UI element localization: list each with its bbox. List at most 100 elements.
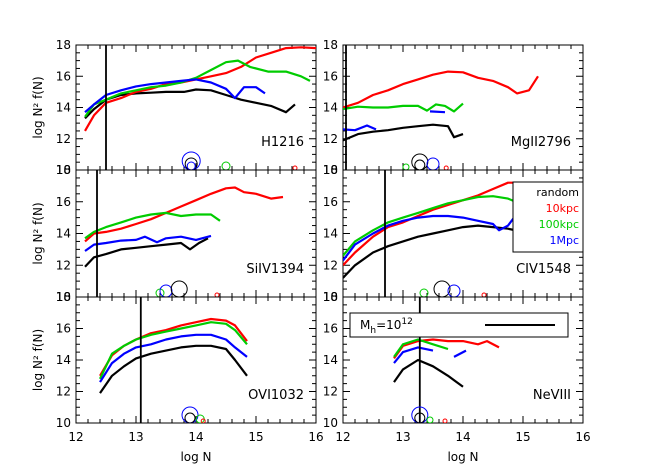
panel-siiv1394: 10 12 14 16 18 log N² f(N) SiIV1394	[31, 163, 317, 304]
series-line-1mpc	[393, 346, 434, 364]
y-axis-label: log N² f(N)	[31, 76, 45, 138]
x-tick-label: 14	[188, 430, 203, 444]
y-tick-label: 10	[323, 163, 338, 177]
marker-circle	[181, 406, 199, 423]
y-tick-label: 10	[323, 290, 338, 304]
series-line-random	[99, 344, 248, 394]
plot-area	[343, 45, 539, 170]
x-tick-label: 12	[68, 430, 83, 444]
series-line-10kpc	[393, 338, 500, 360]
marker-circle	[481, 292, 487, 297]
plot-area	[343, 170, 560, 297]
x-axis-label: log N	[180, 450, 211, 464]
y-axis-label: log N² f(N)	[31, 202, 45, 264]
x-tick-label: 13	[128, 430, 143, 444]
legend-entry-random: random	[536, 186, 579, 199]
legend-box	[512, 181, 584, 253]
marker-circle	[419, 288, 429, 297]
y-tick-label: 14	[56, 353, 71, 367]
x-tick-label: 15	[248, 430, 263, 444]
halo-mass-label: Mh=1012	[360, 317, 413, 336]
y-tick-label: 14	[323, 353, 338, 367]
series-line-100kpc	[84, 59, 311, 118]
marker-circle	[170, 280, 188, 297]
y-tick-label: 12	[323, 132, 338, 146]
marker-circle	[433, 280, 451, 297]
marker-circle	[184, 157, 198, 170]
y-tick-label: 10	[323, 416, 338, 430]
x-tick-label: 16	[575, 430, 590, 444]
ion-label: MgII2796	[511, 135, 571, 150]
marker-circle	[426, 157, 440, 170]
marker-circle	[181, 151, 201, 170]
y-tick-label: 18	[323, 290, 338, 304]
series-line-1mpc	[84, 234, 212, 252]
series-line-10kpc	[343, 70, 539, 109]
y-tick-label: 12	[56, 385, 71, 399]
x-tick-label: 16	[308, 430, 323, 444]
y-tick-label: 18	[323, 38, 338, 52]
marker-circle	[414, 159, 426, 170]
y-tick-label: 12	[56, 258, 71, 272]
series-line-10kpc	[84, 186, 284, 243]
panel-mgii2796: 10 12 14 16 18 MgII2796	[323, 38, 584, 177]
series-line-1mpc	[343, 124, 377, 132]
series-line-1mpc	[99, 333, 248, 383]
marker-circle	[214, 292, 220, 297]
y-tick-label: 12	[323, 258, 338, 272]
series-line-100kpc	[99, 321, 248, 380]
x-tick-label: 14	[455, 430, 470, 444]
y-tick-label: 10	[56, 416, 71, 430]
y-tick-label: 12	[323, 385, 338, 399]
x-axis-label: log N	[447, 450, 478, 464]
y-tick-label: 16	[323, 195, 338, 209]
marker-circle	[402, 163, 410, 170]
marker-circle	[292, 165, 298, 170]
y-tick-label: 10	[56, 163, 71, 177]
marker-circle	[200, 418, 206, 423]
legend-entry-1mpc: 1Mpc	[549, 234, 579, 247]
ion-label: NeVIII	[533, 388, 571, 403]
panel-civ1548: 10 12 14 16 18 CIV1548 random 10kpc 100kpc 1Mpc	[323, 163, 584, 304]
plot-area	[84, 170, 284, 297]
y-tick-label: 14	[56, 227, 71, 241]
panel-frame	[75, 169, 317, 298]
marker-circle	[443, 165, 449, 170]
series-line-1mpc	[429, 110, 446, 114]
series-line-1mpc	[84, 78, 266, 114]
series-line-100kpc	[343, 102, 464, 113]
series-line-1mpc	[343, 214, 515, 262]
plot-area	[99, 297, 248, 423]
marker-circle	[221, 161, 231, 170]
series-line-random	[393, 358, 464, 388]
y-tick-label: 16	[56, 69, 71, 83]
legend-entry-100kpc: 100kpc	[539, 218, 579, 231]
series-line-random	[343, 123, 464, 142]
ion-label: SiIV1394	[246, 262, 304, 277]
x-tick-label: 13	[395, 430, 410, 444]
series-line-random	[84, 88, 296, 120]
marker-circle	[447, 284, 461, 297]
ion-label: CIV1548	[516, 262, 571, 277]
y-tick-label: 18	[56, 163, 71, 177]
y-axis-label: log N² f(N)	[31, 329, 45, 391]
y-tick-label: 16	[323, 69, 338, 83]
y-tick-label: 14	[323, 227, 338, 241]
marker-circle	[414, 412, 426, 423]
y-tick-label: 10	[56, 290, 71, 304]
series-line-1mpc	[453, 349, 467, 358]
y-tick-label: 14	[56, 101, 71, 115]
ion-label: H1216	[261, 135, 304, 150]
y-tick-label: 18	[56, 290, 71, 304]
series-line-100kpc	[393, 338, 449, 358]
series-line-100kpc	[84, 211, 221, 240]
marker-circle	[186, 161, 196, 170]
y-tick-label: 14	[323, 101, 338, 115]
panel-h1216: 10 12 14 16 18 log N² f(N) H1216	[31, 38, 317, 177]
plot-area	[84, 45, 316, 170]
y-tick-label: 18	[323, 163, 338, 177]
y-tick-label: 16	[323, 322, 338, 336]
